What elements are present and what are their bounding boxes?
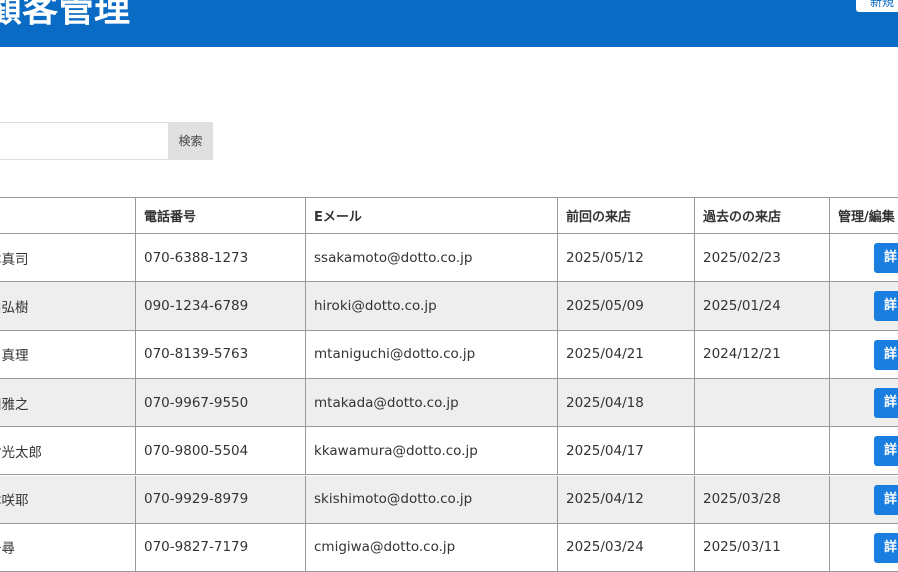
detail-button[interactable]: 詳 bbox=[874, 436, 898, 467]
column-header: Eメール bbox=[306, 197, 558, 234]
column-header: 過去のの来店 bbox=[695, 197, 830, 234]
table-cell: 090-1234-6789 bbox=[136, 282, 306, 331]
table-cell: 山弘樹 bbox=[0, 282, 136, 331]
new-button[interactable]: 新規 bbox=[856, 0, 898, 12]
table-cell: 2025/03/11 bbox=[695, 523, 830, 572]
table-cell: hiroki@dotto.co.jp bbox=[306, 282, 558, 331]
table-cell: 070-9827-7179 bbox=[136, 523, 306, 572]
detail-button[interactable]: 詳 bbox=[874, 532, 898, 563]
table-cell: 本咲耶 bbox=[0, 475, 136, 524]
table-cell: 070-8139-5763 bbox=[136, 330, 306, 379]
table-cell: 2025/04/18 bbox=[558, 378, 695, 428]
column-header: 名 bbox=[0, 197, 136, 234]
table-cell: kkawamura@dotto.co.jp bbox=[306, 427, 558, 476]
detail-button[interactable]: 詳 bbox=[874, 243, 898, 273]
detail-button[interactable]: 詳 bbox=[874, 484, 898, 515]
table-cell: mtaniguchi@dotto.co.jp bbox=[306, 330, 558, 379]
table-cell: 2025/03/28 bbox=[695, 475, 830, 524]
table-cell: 2025/04/21 bbox=[558, 330, 695, 379]
table-cell: 田雅之 bbox=[0, 378, 136, 428]
column-header: 管理/編集 bbox=[830, 197, 898, 234]
table-cell: 2025/02/23 bbox=[695, 234, 830, 283]
table-cell: 口真理 bbox=[0, 330, 136, 379]
table-cell: ssakamoto@dotto.co.jp bbox=[306, 234, 558, 283]
table-cell: 千尋 bbox=[0, 523, 136, 572]
search-input[interactable] bbox=[0, 122, 170, 160]
table-cell: cmigiwa@dotto.co.jp bbox=[306, 523, 558, 572]
table-cell: mtakada@dotto.co.jp bbox=[306, 378, 558, 428]
column-header: 電話番号 bbox=[136, 197, 306, 234]
table-cell: 070-9800-5504 bbox=[136, 427, 306, 476]
table-cell: 2024/12/21 bbox=[695, 330, 830, 379]
table-cell: 2025/05/09 bbox=[558, 282, 695, 331]
table-cell: skishimoto@dotto.co.jp bbox=[306, 475, 558, 524]
header-bar: 顧客管理 新規 bbox=[0, 0, 898, 47]
table-cell: 2025/04/12 bbox=[558, 475, 695, 524]
detail-button[interactable]: 詳 bbox=[874, 339, 898, 370]
search-button[interactable]: 検索 bbox=[168, 122, 213, 160]
table-cell: 070-9967-9550 bbox=[136, 378, 306, 428]
table-cell: 2025/05/12 bbox=[558, 234, 695, 283]
detail-button[interactable]: 詳 bbox=[874, 387, 898, 418]
table-cell: 2025/03/24 bbox=[558, 523, 695, 572]
table-cell bbox=[695, 427, 830, 476]
table-cell: 070-6388-1273 bbox=[136, 234, 306, 283]
table-cell bbox=[695, 378, 830, 428]
table-cell: 本真司 bbox=[0, 234, 136, 283]
page-title: 顧客管理 bbox=[0, 0, 131, 30]
column-header: 前回の来店 bbox=[558, 197, 695, 234]
table-cell: 2025/01/24 bbox=[695, 282, 830, 331]
table-cell: 070-9929-8979 bbox=[136, 475, 306, 524]
detail-button[interactable]: 詳 bbox=[874, 291, 898, 322]
table-cell: 村光太郎 bbox=[0, 427, 136, 476]
table-cell: 2025/04/17 bbox=[558, 427, 695, 476]
